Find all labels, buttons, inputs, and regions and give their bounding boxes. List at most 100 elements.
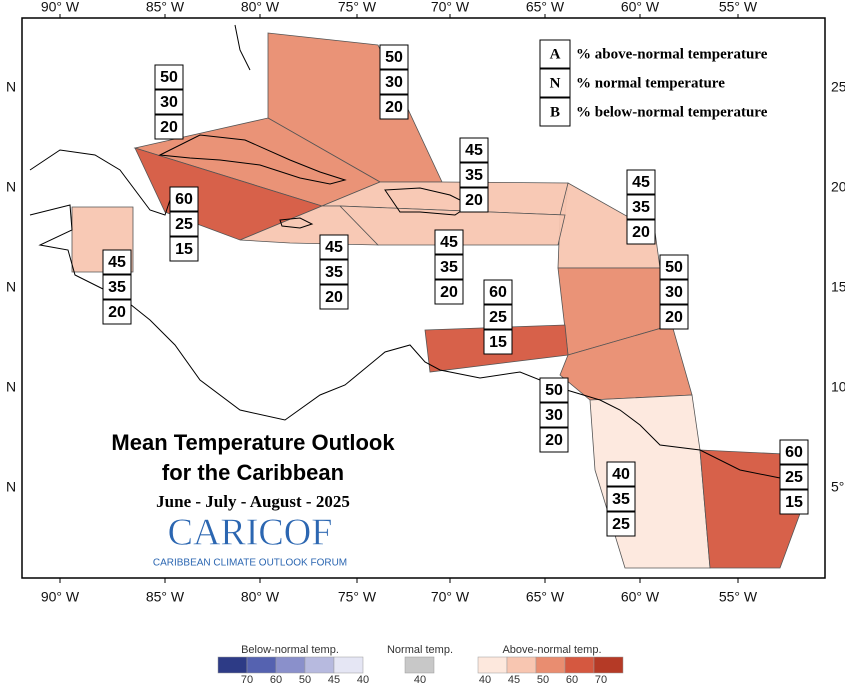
key-box bbox=[539, 97, 571, 127]
scale-value: 50 bbox=[299, 674, 311, 684]
probability: 15 bbox=[489, 334, 507, 351]
prob-box bbox=[659, 254, 689, 280]
axes: 90° W 90° W 85° W 85° W 80° W 80° W 75° W 75° W… bbox=[6, 0, 845, 605]
scale-label: Normal temp. bbox=[387, 644, 453, 656]
probability: 15 bbox=[785, 494, 803, 511]
scale-swatch bbox=[275, 656, 306, 674]
lon-label: 85° W bbox=[146, 589, 185, 605]
probability: 20 bbox=[632, 224, 650, 241]
prob-box bbox=[539, 427, 569, 453]
probability: 30 bbox=[665, 284, 683, 301]
region bbox=[339, 205, 566, 246]
prob-box bbox=[483, 279, 513, 305]
prob-box bbox=[169, 211, 199, 237]
prob-box bbox=[434, 279, 464, 305]
scale-swatch bbox=[333, 656, 364, 674]
prob-box bbox=[169, 236, 199, 262]
prob-box bbox=[779, 464, 809, 490]
prob-box bbox=[434, 229, 464, 255]
prob-box bbox=[659, 279, 689, 305]
probability: 30 bbox=[385, 74, 403, 91]
scale-swatch bbox=[477, 656, 508, 674]
probability: 35 bbox=[108, 279, 126, 296]
prob-box bbox=[154, 64, 184, 90]
probability: 45 bbox=[632, 174, 650, 191]
probability: 20 bbox=[665, 309, 683, 326]
prob-box bbox=[483, 329, 513, 355]
key-box bbox=[539, 68, 571, 98]
probability: 20 bbox=[545, 432, 563, 449]
lon-label: 80° W bbox=[241, 589, 280, 605]
scale-swatch bbox=[593, 656, 624, 674]
prob-box bbox=[606, 486, 636, 512]
lat-label: N bbox=[6, 79, 16, 95]
key-letter: N bbox=[550, 75, 561, 91]
regions bbox=[71, 32, 806, 569]
scale-value: 70 bbox=[595, 674, 607, 684]
prob-box bbox=[102, 299, 132, 325]
probability: 35 bbox=[440, 259, 458, 276]
prob-box bbox=[459, 187, 489, 213]
lat-label: 25° bbox=[831, 79, 845, 95]
probability: 20 bbox=[325, 289, 343, 306]
lat-label: N bbox=[6, 279, 16, 295]
prob-box bbox=[779, 489, 809, 515]
prob-box bbox=[779, 439, 809, 465]
scale-value: 40 bbox=[357, 674, 369, 684]
lon-label: 60° W bbox=[621, 589, 660, 605]
lon-label: 70° W bbox=[431, 0, 470, 15]
key-text: % above-normal temperature bbox=[576, 46, 768, 62]
probability: 45 bbox=[465, 142, 483, 159]
scale-value: 60 bbox=[270, 674, 282, 684]
scale-label: Below-normal temp. bbox=[241, 644, 339, 656]
probability: 30 bbox=[545, 407, 563, 424]
prob-box bbox=[626, 169, 656, 195]
lat-label: 5° bbox=[831, 479, 844, 495]
scale-value: 45 bbox=[328, 674, 340, 684]
subtitle: June - July - August - 2025 bbox=[156, 492, 350, 511]
key-letter: A bbox=[550, 46, 561, 62]
lon-label: 90° W bbox=[41, 0, 80, 15]
lon-label: 85° W bbox=[146, 0, 185, 15]
prob-box bbox=[379, 69, 409, 95]
prob-box bbox=[169, 186, 199, 212]
key: A % above-normal temperature N % normal tem… bbox=[539, 39, 768, 127]
probability: 30 bbox=[160, 94, 178, 111]
scale-value: 45 bbox=[508, 674, 520, 684]
probability: 20 bbox=[160, 119, 178, 136]
scale-value: 40 bbox=[414, 674, 426, 684]
color-scale: Below-normal temp. 70 60 50 45 40 Normal temp.… bbox=[217, 644, 624, 684]
lon-label: 75° W bbox=[338, 0, 377, 15]
probability: 45 bbox=[440, 234, 458, 251]
probability: 35 bbox=[612, 491, 630, 508]
scale-label: Above-normal temp. bbox=[502, 644, 601, 656]
lon-label: 60° W bbox=[621, 0, 660, 15]
lon-label: 55° W bbox=[719, 0, 758, 15]
lat-label: N bbox=[6, 379, 16, 395]
prob-box bbox=[102, 249, 132, 275]
scale-swatch bbox=[246, 656, 277, 674]
lon-label: 90° W bbox=[41, 589, 80, 605]
lon-label: 65° W bbox=[526, 0, 565, 15]
scale-swatch bbox=[217, 656, 248, 674]
probability: 25 bbox=[785, 469, 803, 486]
probability: 35 bbox=[325, 264, 343, 281]
prob-box bbox=[379, 94, 409, 120]
lat-label: N bbox=[6, 179, 16, 195]
scale-value: 40 bbox=[479, 674, 491, 684]
probability: 20 bbox=[108, 304, 126, 321]
probability: 15 bbox=[175, 241, 193, 258]
prob-box bbox=[626, 219, 656, 245]
prob-box bbox=[379, 44, 409, 70]
scale-swatch bbox=[404, 656, 435, 674]
key-letter: B bbox=[550, 104, 560, 120]
prob-box bbox=[659, 304, 689, 330]
prob-box bbox=[319, 284, 349, 310]
probability: 50 bbox=[665, 259, 683, 276]
prob-box bbox=[606, 511, 636, 537]
prob-box bbox=[459, 137, 489, 163]
prob-box bbox=[102, 274, 132, 300]
scale-swatch bbox=[304, 656, 335, 674]
scale-value: 70 bbox=[241, 674, 253, 684]
